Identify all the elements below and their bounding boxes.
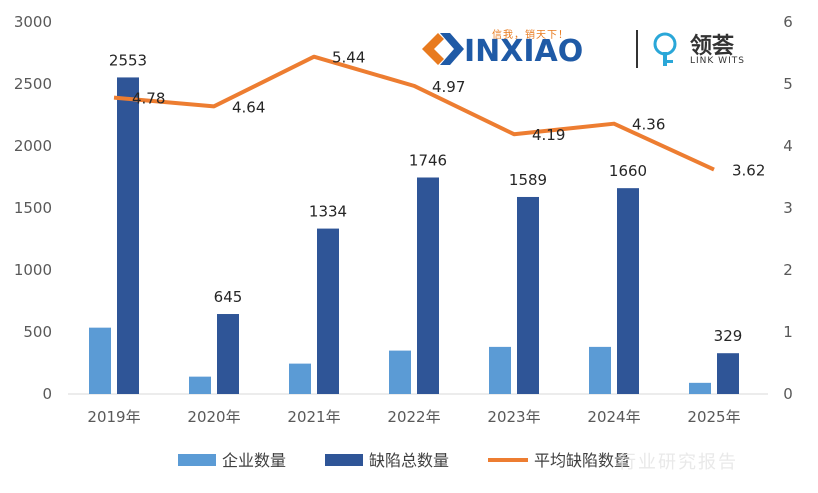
- logo: [420, 24, 750, 72]
- x-category-label: 2019年: [87, 408, 140, 426]
- linkwits-logo-icon: [653, 32, 677, 66]
- bar-data-label: 645: [214, 288, 243, 306]
- right-tick-label: 2: [783, 261, 793, 279]
- legend-label-enterprise: 企业数量: [222, 451, 286, 470]
- right-tick-label: 4: [783, 137, 793, 155]
- bar-defect-total: [217, 314, 239, 394]
- line-data-label: 5.44: [332, 49, 365, 67]
- right-tick-label: 0: [783, 385, 793, 403]
- bar-defect-total: [117, 77, 139, 394]
- line-data-label: 4.64: [232, 98, 265, 116]
- x-category-label: 2020年: [187, 408, 240, 426]
- data-labels: 2553 645 1334 1746 1589 1660 329 4.78 4.64 5.44 4.…: [109, 49, 766, 345]
- bar-data-label: 2553: [109, 51, 147, 69]
- bar-data-label: 1334: [309, 203, 347, 221]
- line-data-label: 3.62: [732, 162, 765, 180]
- left-tick-label: 2500: [14, 75, 52, 93]
- legend-swatch-defects: [325, 454, 363, 466]
- bar-data-label: 1746: [409, 151, 447, 169]
- x-category-label: 2021年: [287, 408, 340, 426]
- x-category-label: 2024年: [587, 408, 640, 426]
- bar-defect-total: [717, 353, 739, 394]
- left-axis-ticks: 0 500 1000 1500 2000 2500 3000: [14, 13, 52, 403]
- right-tick-label: 6: [783, 13, 793, 31]
- bars-group: [89, 77, 739, 394]
- bar-defect-total: [417, 177, 439, 394]
- x-category-label: 2022年: [387, 408, 440, 426]
- bar-enterprise-count: [89, 327, 111, 394]
- right-tick-label: 5: [783, 75, 793, 93]
- line-group: [113, 54, 715, 172]
- bar-data-label: 1589: [509, 171, 547, 189]
- line-data-label: 4.19: [532, 126, 565, 144]
- left-tick-label: 0: [42, 385, 52, 403]
- logo-slogan: 信我，销天下！: [492, 30, 569, 41]
- right-tick-label: 3: [783, 199, 793, 217]
- legend-label-defects: 缺陷总数量: [369, 451, 449, 470]
- partner-logo-cn: 领荟: [690, 34, 735, 59]
- right-axis-ticks: 0 1 2 3 4 5 6: [783, 13, 793, 403]
- left-tick-label: 1000: [14, 261, 52, 279]
- x-axis-categories: 2019年 2020年 2021年 2022年 2023年 2024年 2025年: [87, 408, 740, 426]
- watermark: 行业研究报告: [618, 452, 738, 473]
- right-tick-label: 1: [783, 323, 793, 341]
- legend-label-avg: 平均缺陷数量: [534, 451, 630, 470]
- left-tick-label: 1500: [14, 199, 52, 217]
- bar-enterprise-count: [489, 346, 511, 394]
- line-data-label: 4.97: [432, 78, 465, 96]
- line-data-label: 4.78: [132, 90, 165, 108]
- bar-enterprise-count: [189, 376, 211, 394]
- legend: 企业数量 缺陷总数量 平均缺陷数量: [178, 451, 630, 470]
- x-category-label: 2023年: [487, 408, 540, 426]
- bar-enterprise-count: [389, 350, 411, 394]
- bar-enterprise-count: [589, 346, 611, 394]
- legend-swatch-enterprise: [178, 454, 216, 466]
- left-tick-label: 500: [23, 323, 52, 341]
- logo-wordmark: INXIAO: [464, 34, 584, 69]
- left-tick-label: 2000: [14, 137, 52, 155]
- bar-enterprise-count: [689, 382, 711, 394]
- bar-defect-total: [617, 188, 639, 394]
- left-tick-label: 3000: [14, 13, 52, 31]
- logo-divider: [636, 30, 638, 68]
- line-data-label: 4.36: [632, 116, 665, 134]
- bar-enterprise-count: [289, 363, 311, 394]
- bar-defect-total: [517, 196, 539, 394]
- x-category-label: 2025年: [687, 408, 740, 426]
- bar-defect-total: [317, 228, 339, 394]
- inxiao-logo-mark-icon: [422, 33, 464, 65]
- bar-data-label: 329: [714, 327, 743, 345]
- bar-data-label: 1660: [609, 162, 647, 180]
- partner-logo-en: LINK WITS: [690, 56, 745, 66]
